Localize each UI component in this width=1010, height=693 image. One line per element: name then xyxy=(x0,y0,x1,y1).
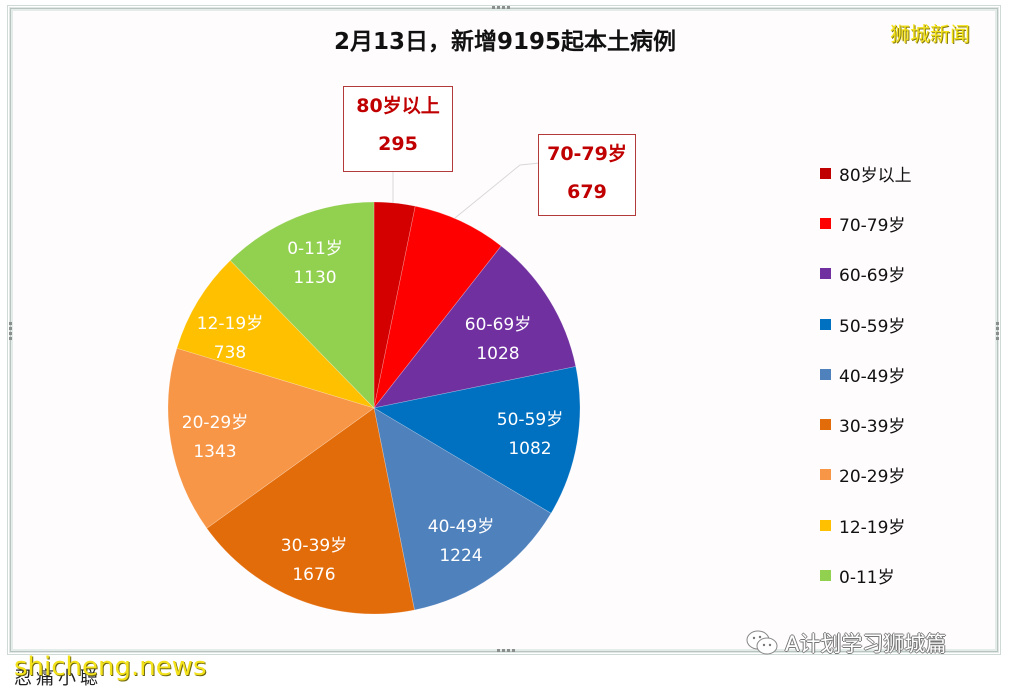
slice-label-30-39: 30-39岁 1676 xyxy=(280,536,348,585)
resize-handle-top[interactable] xyxy=(492,6,510,9)
legend-swatch xyxy=(820,368,831,380)
pie-slice-8[interactable] xyxy=(229,201,375,409)
pie-slice-3[interactable] xyxy=(373,366,581,514)
slice-label-60-69: 60-69岁 1028 xyxy=(464,315,532,364)
legend-item-60-69: 60-69岁 xyxy=(820,249,912,299)
callout-label: 70-79岁 xyxy=(547,143,627,165)
slice-label-40-49: 40-49岁 1224 xyxy=(427,517,495,566)
callout-label: 80岁以上 xyxy=(356,95,440,117)
leader-line-70-79b xyxy=(454,164,521,219)
legend-item-20-29: 20-29岁 xyxy=(820,450,912,500)
legend-swatch xyxy=(820,570,831,582)
legend-swatch xyxy=(820,318,831,330)
chart-frame-outer xyxy=(7,5,1001,655)
legend-swatch xyxy=(820,419,831,431)
legend-item-30-39: 30-39岁 xyxy=(820,399,912,449)
legend-swatch xyxy=(820,167,831,179)
callout-80plus: 80岁以上 295 xyxy=(343,86,453,172)
legend-item-0-11: 0-11岁 xyxy=(820,550,912,600)
legend-swatch xyxy=(820,519,831,531)
slice-label-0-11: 0-11岁 1130 xyxy=(287,239,343,288)
slice-label-20-29: 20-29岁 1343 xyxy=(181,413,249,462)
wechat-account-name: A计划学习狮城篇 xyxy=(785,632,947,656)
legend-item-12-19: 12-19岁 xyxy=(820,500,912,550)
pie-slice-4[interactable] xyxy=(373,407,552,611)
leader-line-70-79 xyxy=(519,162,541,166)
callout-value: 295 xyxy=(378,133,418,155)
resize-handle-left[interactable] xyxy=(9,322,12,340)
pie-slice-0[interactable] xyxy=(373,201,416,409)
wechat-icon xyxy=(746,630,778,655)
footer-watermark: shicheng.news xyxy=(14,652,207,682)
chart-title: 2月13日，新增9195起本土病例 xyxy=(333,29,677,55)
callout-70-79: 70-79岁 679 xyxy=(538,134,636,216)
pie-slice-1[interactable] xyxy=(373,205,502,409)
pie-slice-7[interactable] xyxy=(176,259,375,409)
wechat-account: A计划学习狮城篇 xyxy=(745,628,946,658)
legend-item-50-59: 50-59岁 xyxy=(820,299,912,349)
legend-swatch xyxy=(820,217,831,229)
pie-slice-6[interactable] xyxy=(167,347,375,529)
pie-slice-5[interactable] xyxy=(206,407,415,615)
legend-swatch xyxy=(820,268,831,280)
brand-watermark: 狮城新闻 xyxy=(890,22,970,46)
legend-item-70-79: 70-79岁 xyxy=(820,198,912,248)
pie-slices xyxy=(167,201,581,615)
resize-handle-bottom[interactable] xyxy=(497,649,515,652)
pie-slice-2[interactable] xyxy=(373,245,577,409)
callout-value: 679 xyxy=(567,181,607,203)
chart-legend: 80岁以上 70-79岁 60-69岁 50-59岁 40-49岁 30-39岁… xyxy=(820,148,912,601)
slice-label-50-59: 50-59岁 1082 xyxy=(496,410,564,459)
resize-handle-right[interactable] xyxy=(996,322,999,340)
legend-swatch xyxy=(820,469,831,481)
legend-item-80plus: 80岁以上 xyxy=(820,148,912,198)
legend-item-40-49: 40-49岁 xyxy=(820,349,912,399)
footer-author-text: 忍痛小聪 xyxy=(14,668,102,689)
slice-label-12-19: 12-19岁 738 xyxy=(196,314,264,363)
